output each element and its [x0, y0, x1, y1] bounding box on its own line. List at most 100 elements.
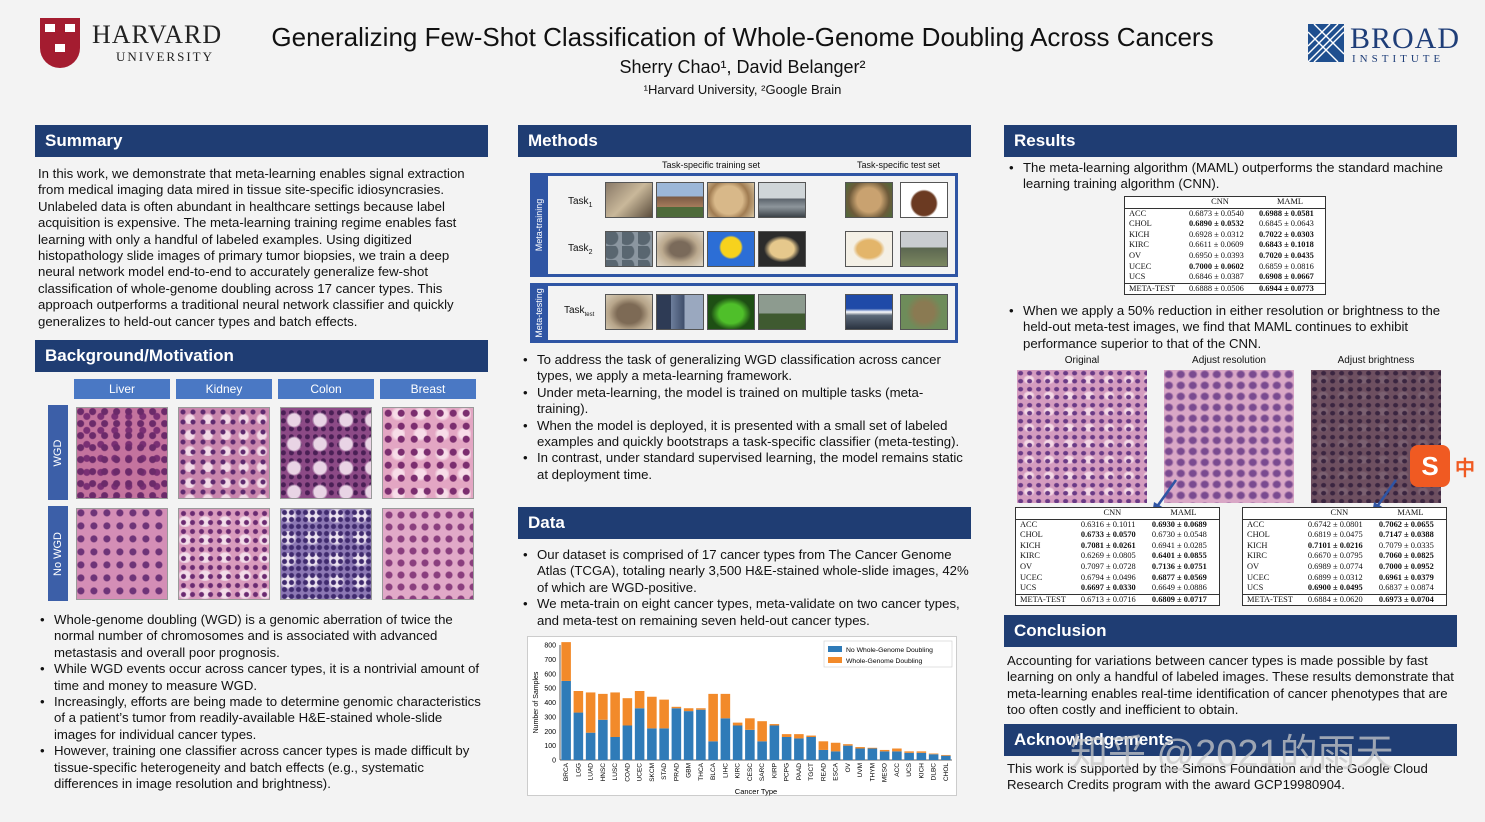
y-tick-label: 200	[544, 729, 556, 736]
cnn-value: 0.6884 ± 0.0620	[1303, 593, 1375, 606]
bar-thym-nowgd	[867, 748, 878, 760]
bar-tgct-wgd	[806, 735, 816, 737]
broad-logo: BROAD INSTITUTE	[1307, 22, 1463, 68]
task1-label: Task1	[568, 196, 593, 209]
x-tick-label: THCA	[698, 762, 705, 780]
train-set-label: Task-specific training set	[662, 160, 761, 170]
row-label: ACC	[1247, 519, 1265, 529]
frog-image	[707, 294, 755, 330]
table-row: META-TEST 0.6888 ± 0.0506 0.6944 ± 0.0773	[1125, 282, 1325, 295]
legend-swatch	[828, 646, 842, 652]
bar-uvm-wgd	[855, 747, 865, 749]
meta-training-label: Meta-training	[530, 173, 548, 277]
ime-icon[interactable]: S	[1410, 445, 1450, 487]
cnn-value: 0.7081 ± 0.0261	[1080, 540, 1136, 550]
col-cnn: CNN	[1076, 508, 1148, 520]
tissue-colon: Colon	[278, 379, 374, 399]
y-tick-label: 100	[544, 743, 556, 750]
maml-value: 0.6908 ± 0.0667	[1258, 272, 1314, 282]
table-row: UCEC 0.7000 ± 0.0602 0.6859 ± 0.0816	[1125, 262, 1325, 273]
y-tick-label: 500	[544, 686, 556, 693]
bar-chol-wgd	[941, 754, 951, 756]
cnn-value: 0.7101 ± 0.0216	[1307, 540, 1363, 550]
bar-kirp-wgd	[769, 724, 780, 726]
bar-dlbc-wgd	[928, 753, 939, 755]
cnn-value: 0.6873 ± 0.0540	[1188, 208, 1244, 218]
cnn-value: 0.6950 ± 0.0393	[1188, 250, 1244, 260]
background-bullet: Whole-genome doubling (WGD) is a genomic…	[38, 612, 486, 661]
row-label: KIRC	[1129, 240, 1150, 250]
x-tick-label: BLCA	[710, 762, 717, 780]
cnn-value: 0.7000 ± 0.0602	[1188, 261, 1244, 271]
bar-meso-wgd	[879, 749, 890, 752]
cnn-value: 0.7097 ± 0.0728	[1080, 561, 1136, 571]
y-tick-label: 300	[544, 714, 556, 721]
background-bullet: However, training one classifier across …	[38, 743, 486, 792]
x-tick-label: KIRP	[771, 763, 778, 778]
row-label: CHOL	[1020, 530, 1043, 540]
results-bullet-list-1: The meta-learning algorithm (MAML) outpe…	[1007, 160, 1455, 193]
data-bullets: Our dataset is comprised of 17 cancer ty…	[521, 547, 969, 629]
bar-kich-nowgd	[916, 752, 927, 760]
maml-value: 0.6837 ± 0.0874	[1378, 583, 1434, 593]
x-tick-label: SARC	[759, 763, 766, 781]
bar-ucs-nowgd	[904, 752, 914, 760]
cnn-value: 0.6900 ± 0.0495	[1307, 583, 1363, 593]
data-bullet: Our dataset is comprised of 17 cancer ty…	[521, 547, 969, 596]
bar-ucec-nowgd	[634, 708, 645, 760]
bar-blca-nowgd	[708, 741, 718, 760]
bar-lusc-nowgd	[610, 737, 620, 760]
house-image	[656, 182, 704, 218]
bar-skcm-wgd	[647, 696, 657, 729]
ack-heading: Acknowledgements	[1004, 724, 1457, 756]
data-bullet: We meta-train on eight cancer types, met…	[521, 596, 969, 629]
data-heading: Data	[518, 507, 971, 539]
maml-value: 0.6845 ± 0.0643	[1258, 219, 1314, 229]
lion-image	[845, 182, 893, 218]
x-tick-label: LGG	[575, 763, 582, 777]
results-table-resolution: CNN MAML ACC 0.6316 ± 0.1011 0.6930 ± 0.0689…	[1015, 507, 1220, 607]
bar-meso-nowgd	[879, 751, 890, 760]
background-bullets: Whole-genome doubling (WGD) is a genomic…	[38, 612, 486, 792]
cnn-value: 0.6316 ± 0.1011	[1080, 519, 1136, 529]
bar-ucec-wgd	[634, 691, 645, 709]
bar-paad-wgd	[794, 734, 804, 739]
table-row: KICH 0.7101 ± 0.0216 0.7079 ± 0.0335	[1243, 541, 1446, 552]
x-tick-label: UCS	[906, 762, 913, 776]
rainbow-image	[758, 294, 806, 330]
row-label: KICH	[1247, 540, 1268, 550]
img-label-original: Original	[1064, 355, 1100, 366]
breast-nowgd-image	[382, 508, 474, 600]
maml-value: 0.7136 ± 0.0751	[1151, 561, 1207, 571]
stones-image	[605, 231, 653, 267]
bar-stad-nowgd	[659, 728, 669, 760]
bar-prad-nowgd	[671, 708, 682, 760]
table-row: UCS 0.6846 ± 0.0387 0.6908 ± 0.0667	[1125, 272, 1325, 283]
poster-affiliations: ¹Harvard University, ²Google Brain	[643, 82, 842, 97]
ime-language-toggle[interactable]: 中	[1455, 458, 1475, 480]
x-tick-label: LIHC	[722, 763, 729, 778]
cancer-type-chart: 0 100 200 300 400 500 600 700 800 BRCA LGG LUAD HNSC…	[527, 636, 957, 796]
row-label: OV	[1020, 561, 1033, 571]
test-set-label: Task-specific test set	[857, 160, 941, 170]
x-tick-label: GBM	[686, 763, 693, 778]
cnn-value: 0.6888 ± 0.0506	[1184, 282, 1255, 295]
cnn-value: 0.6846 ± 0.0387	[1188, 272, 1244, 282]
bar-lgg-nowgd	[573, 712, 584, 760]
bar-ov-wgd	[843, 744, 853, 746]
maml-value: 0.6401 ± 0.0855	[1151, 551, 1207, 561]
col-maml: MAML	[1254, 197, 1325, 209]
bar-pcpg-nowgd	[781, 737, 792, 760]
table-row: META-TEST 0.6713 ± 0.0716 0.6809 ± 0.0717	[1016, 593, 1219, 606]
maml-value: 0.7020 ± 0.0435	[1258, 250, 1314, 260]
maml-value: 0.7062 ± 0.0655	[1378, 519, 1434, 529]
cnn-value: 0.6794 ± 0.0496	[1080, 572, 1136, 582]
table-row: UCS 0.6900 ± 0.0495 0.6837 ± 0.0874	[1243, 583, 1446, 594]
bar-kirp-nowgd	[769, 725, 780, 760]
x-tick-label: BRCA	[563, 762, 570, 781]
colon-nowgd-image	[280, 508, 372, 600]
cancer-type-chart-svg: 0 100 200 300 400 500 600 700 800 BRCA LGG LUAD HNSC…	[533, 640, 953, 796]
cnn-value: 0.6733 ± 0.0570	[1080, 530, 1136, 540]
poster-title: Generalizing Few-Shot Classification of …	[271, 22, 1214, 52]
